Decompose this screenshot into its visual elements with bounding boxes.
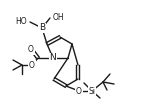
Text: O: O	[76, 86, 82, 95]
Text: OH: OH	[53, 13, 65, 22]
Text: O: O	[29, 60, 35, 69]
Text: N: N	[50, 54, 56, 63]
Text: Si: Si	[89, 86, 95, 95]
Text: O: O	[28, 45, 34, 54]
Text: HO: HO	[15, 17, 27, 26]
Text: B: B	[39, 23, 45, 33]
